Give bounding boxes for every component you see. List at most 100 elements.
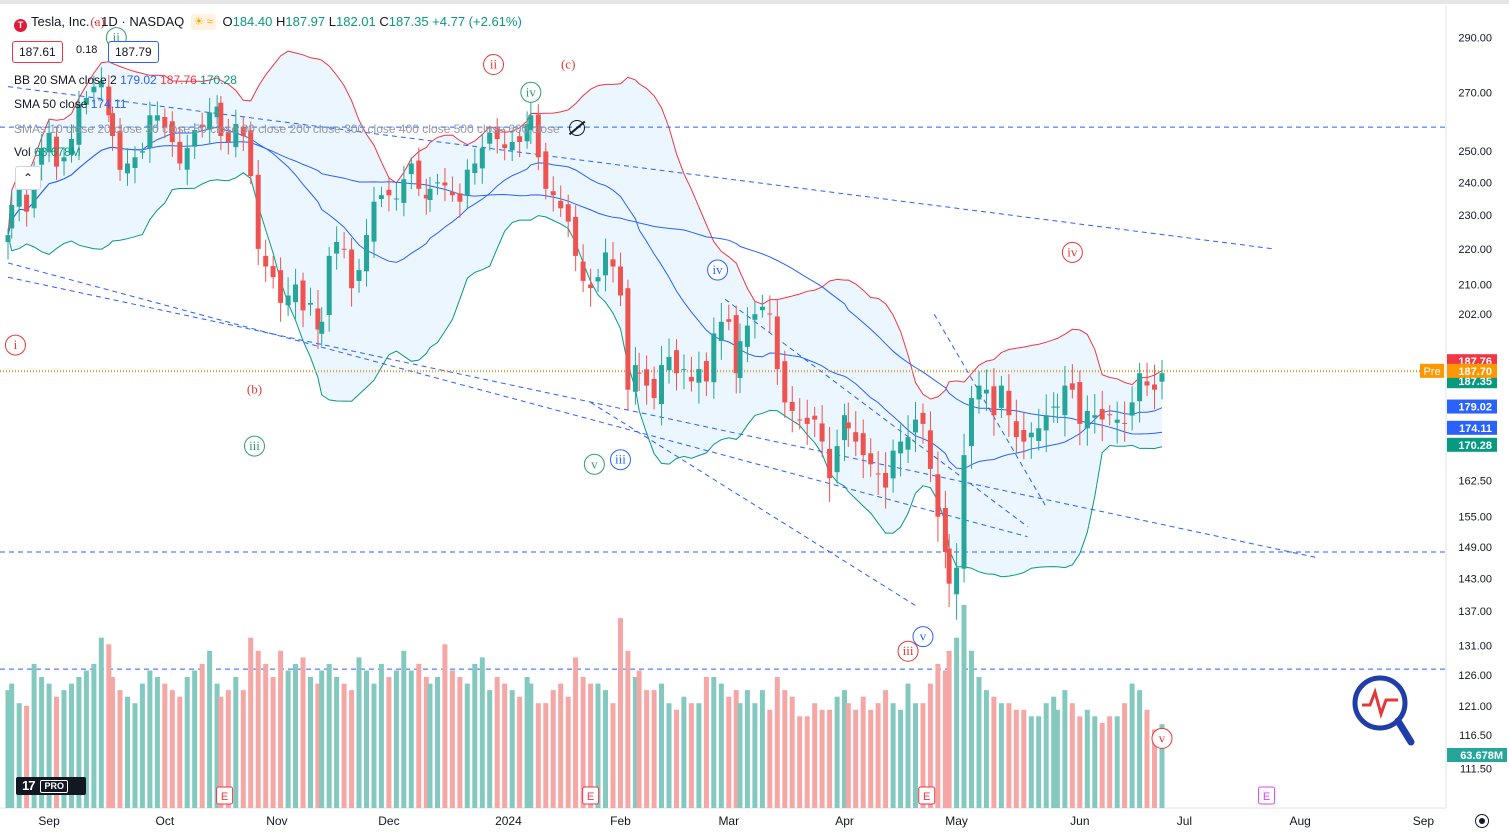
candle-body — [1021, 430, 1027, 442]
volume-bar — [1099, 722, 1105, 808]
wave-label-text: iv — [1067, 244, 1078, 259]
candle-body — [573, 216, 579, 256]
wave-label-text: ii — [490, 56, 498, 71]
volume-bar — [744, 690, 750, 808]
volume-bar — [416, 663, 422, 808]
volume-bar — [408, 670, 414, 808]
candle-body — [517, 136, 523, 142]
volume-bar — [184, 677, 190, 808]
candle-body — [580, 261, 586, 281]
volume-bar — [644, 690, 650, 808]
volume-bar — [618, 618, 623, 808]
candle-body — [393, 198, 399, 200]
candle-body — [868, 453, 874, 465]
candle-body — [1028, 432, 1034, 438]
x-axis-tick-label: Mar — [718, 814, 739, 828]
candle-body — [1144, 381, 1150, 386]
volume-bar — [24, 705, 30, 808]
volume-bar — [9, 683, 15, 808]
volume-bar — [386, 677, 392, 808]
volume-bar — [54, 696, 59, 808]
volume-bar — [300, 657, 306, 808]
volume-bar — [961, 605, 967, 808]
bb-legend[interactable]: BB 20 SMA close 2 179.02 187.76 170.28 — [14, 72, 237, 88]
x-axis-tick-label: Dec — [378, 814, 399, 828]
interval-label[interactable]: 1D — [101, 14, 118, 29]
x-axis-tick-label: Oct — [156, 814, 175, 828]
smas-legend[interactable]: SMAs 10 close 20 close 30 close 50 close… — [14, 120, 586, 137]
candle-body — [1062, 385, 1068, 416]
volume-bar — [636, 670, 642, 808]
market-status-badge[interactable]: ☀ ≈ — [190, 14, 216, 30]
volume-bar — [789, 696, 795, 808]
volume-bar — [573, 657, 579, 808]
volume-bar — [225, 690, 231, 808]
wave-label-circle — [583, 453, 605, 475]
volume-bar — [1129, 683, 1135, 808]
volume-bar — [558, 683, 564, 808]
candle-body — [991, 386, 997, 416]
volume-bar — [341, 683, 347, 808]
volume-bar — [479, 657, 485, 808]
x-axis-tick-label: May — [945, 814, 968, 828]
volume-bar — [1159, 724, 1165, 808]
candle-body — [1036, 428, 1042, 441]
candle-body — [827, 449, 833, 479]
y-axis-tick-label: 126.00 — [1458, 670, 1492, 682]
candle-body — [106, 86, 112, 116]
candle-body — [154, 115, 160, 121]
candle-body — [378, 195, 384, 199]
candle-body — [192, 130, 198, 147]
candle-body — [1107, 414, 1113, 416]
candle-body — [69, 139, 74, 155]
candle-body — [774, 316, 780, 370]
volume-bar — [83, 670, 89, 808]
candle-body — [976, 385, 982, 400]
volume-bar — [46, 683, 52, 808]
settings-gear-icon[interactable] — [1475, 814, 1489, 828]
candle-body — [1054, 406, 1060, 408]
volume-bar — [263, 663, 269, 808]
smas-label[interactable]: SMAs 10 close 20 close 30 close 50 close… — [14, 122, 560, 136]
vol-label[interactable]: Vol — [14, 145, 31, 159]
candle-body — [726, 319, 732, 322]
volume-bar — [853, 709, 859, 808]
bb-label[interactable]: BB 20 SMA close 2 — [14, 73, 117, 87]
candle-body — [550, 191, 556, 196]
volume-bar — [711, 677, 717, 808]
vol-legend[interactable]: Vol 63.678M — [14, 144, 81, 160]
candle-body — [509, 142, 515, 151]
symbol-name[interactable]: Tesla, Inc. — [31, 14, 90, 29]
sma50-label[interactable]: SMA 50 close — [14, 97, 88, 111]
volume-bar — [782, 690, 788, 808]
candle-body — [341, 248, 347, 250]
tradingview-logo[interactable]: 17 PRO — [16, 777, 86, 795]
volume-bar — [1152, 729, 1157, 808]
volume-bar — [890, 703, 896, 808]
y-axis-tick-label: 111.50 — [1460, 764, 1492, 776]
pre-price-box — [1447, 363, 1497, 378]
symbol-legend[interactable]: T Tesla, Inc. · 1D · NASDAQ ☀ ≈ O184.40 H… — [14, 14, 522, 32]
candle-body — [408, 163, 414, 175]
volume-bar — [610, 703, 616, 808]
eye-crossed-icon[interactable] — [569, 120, 586, 136]
sma50-legend[interactable]: SMA 50 close 174.11 — [14, 96, 127, 112]
trendline-upper-channel — [7, 86, 1275, 250]
candle-body — [588, 284, 594, 289]
candle-body — [5, 235, 11, 242]
earnings-marker-box — [918, 786, 936, 805]
candle-body — [177, 141, 183, 164]
volume-bar — [819, 709, 825, 808]
y-axis-tick-label: 116.50 — [1459, 730, 1492, 742]
buy-button[interactable]: 187.79 — [108, 41, 159, 63]
sep-1: · — [93, 14, 98, 29]
volume-bar — [61, 690, 67, 808]
volume-bar — [1144, 709, 1150, 808]
sell-button[interactable]: 187.61 — [12, 41, 63, 63]
volume-bar — [580, 677, 586, 808]
sma50-tag-text: 174.11 — [1459, 423, 1492, 435]
volume-bar — [502, 683, 508, 808]
collapse-legend-chevron-up-icon[interactable]: ⌃ — [15, 166, 41, 190]
